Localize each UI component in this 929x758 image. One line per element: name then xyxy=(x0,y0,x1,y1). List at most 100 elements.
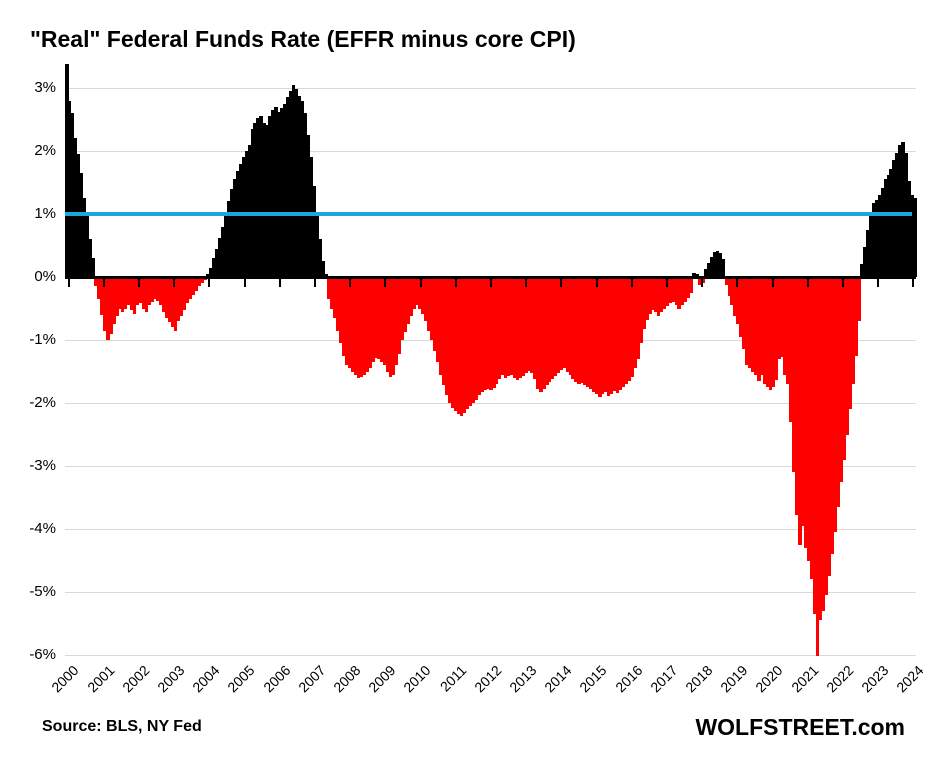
x-tickmark-2024 xyxy=(912,279,915,287)
bar-negative xyxy=(118,277,122,309)
bar-negative xyxy=(418,277,422,309)
bar-positive xyxy=(218,237,222,277)
bar-negative xyxy=(150,277,154,303)
bar-positive xyxy=(271,110,275,277)
x-axis-label-2017: 2017 xyxy=(646,662,681,696)
bar-negative xyxy=(106,277,110,340)
bar-negative xyxy=(430,277,434,340)
bar-negative xyxy=(618,277,623,391)
bar-negative xyxy=(630,277,634,377)
x-axis-label-2001: 2001 xyxy=(83,662,118,696)
bar-negative xyxy=(762,277,767,385)
bar-negative xyxy=(506,277,511,376)
bar-positive xyxy=(721,259,726,277)
bar-positive xyxy=(206,273,210,277)
bar-positive xyxy=(874,200,879,277)
bar-negative xyxy=(350,277,355,372)
bar-negative xyxy=(680,277,684,306)
bar-negative xyxy=(724,277,729,285)
bar-positive xyxy=(70,113,75,277)
y-axis-label-3pct: 3% xyxy=(34,79,56,96)
bar-negative xyxy=(120,277,125,312)
x-tickmark-2021 xyxy=(806,279,809,287)
bar-positive xyxy=(88,239,93,277)
bar-negative xyxy=(665,277,670,306)
bar-negative xyxy=(633,277,637,369)
bar-negative xyxy=(344,277,349,366)
bar-negative xyxy=(459,277,464,416)
bar-negative xyxy=(518,277,522,378)
x-tickmark-2003 xyxy=(173,279,176,287)
bar-negative xyxy=(801,277,805,526)
bar-positive xyxy=(259,116,263,277)
bar-negative xyxy=(777,277,782,359)
bar-positive xyxy=(892,160,896,277)
bar-positive xyxy=(715,250,720,277)
bar-negative xyxy=(574,277,578,382)
bar-negative xyxy=(824,277,829,596)
bar-negative xyxy=(197,277,202,287)
bar-negative xyxy=(674,277,679,305)
x-axis-label-2015: 2015 xyxy=(576,662,610,696)
bar-negative xyxy=(768,277,773,391)
bar-positive xyxy=(703,269,708,277)
bar-negative xyxy=(123,277,128,309)
bar-negative xyxy=(368,277,372,368)
bar-negative xyxy=(624,277,628,385)
bar-negative xyxy=(786,277,790,385)
x-axis-label-2023: 2023 xyxy=(858,662,892,696)
x-tickmark-2001 xyxy=(102,279,105,287)
bar-positive xyxy=(274,106,278,277)
bar-negative xyxy=(774,277,779,380)
bar-negative xyxy=(639,277,643,344)
bar-negative xyxy=(839,277,843,482)
bar-positive xyxy=(65,64,69,277)
bar-negative xyxy=(456,277,461,415)
bar-positive xyxy=(309,157,313,277)
x-axis-label-2020: 2020 xyxy=(752,662,786,696)
bar-negative xyxy=(530,277,534,374)
bar-positive xyxy=(221,226,225,277)
bar-negative xyxy=(792,277,796,473)
bar-positive xyxy=(285,97,290,277)
bar-negative xyxy=(830,277,835,555)
bar-negative xyxy=(512,277,517,378)
x-tickmark-2013 xyxy=(525,279,528,287)
bar-negative xyxy=(144,277,149,312)
x-axis-label-2012: 2012 xyxy=(470,662,505,696)
bar-negative xyxy=(491,277,496,388)
bar-negative xyxy=(780,277,785,357)
bar-negative xyxy=(595,277,599,395)
bar-positive xyxy=(277,111,281,277)
bar-negative xyxy=(465,277,469,410)
bar-positive xyxy=(709,256,714,277)
bar-positive xyxy=(889,168,894,277)
bar-positive xyxy=(880,187,885,277)
bar-negative xyxy=(547,277,552,383)
gridline-2pct xyxy=(65,151,916,152)
bar-positive xyxy=(871,203,876,277)
bar-negative xyxy=(742,277,746,350)
bar-negative xyxy=(100,277,104,315)
y-axis-label--1pct: -1% xyxy=(29,331,56,348)
bar-negative xyxy=(409,277,414,317)
x-axis-label-2003: 2003 xyxy=(154,662,188,696)
bar-negative xyxy=(533,277,537,380)
bar-negative xyxy=(683,277,687,303)
gridline-3pct xyxy=(65,88,916,89)
bar-negative xyxy=(126,277,131,306)
bar-positive xyxy=(860,264,864,277)
bar-negative xyxy=(783,277,788,375)
bar-positive xyxy=(229,188,234,277)
bar-negative xyxy=(821,277,826,611)
bar-negative xyxy=(377,277,381,359)
bar-negative xyxy=(115,277,119,317)
bar-positive xyxy=(85,214,90,277)
bar-negative xyxy=(182,277,187,310)
bar-negative xyxy=(509,277,514,375)
y-axis-label--5pct: -5% xyxy=(29,583,56,600)
bar-negative xyxy=(427,277,431,331)
gridline--6pct xyxy=(65,655,916,656)
bar-positive xyxy=(712,251,717,277)
bar-negative xyxy=(736,277,740,325)
